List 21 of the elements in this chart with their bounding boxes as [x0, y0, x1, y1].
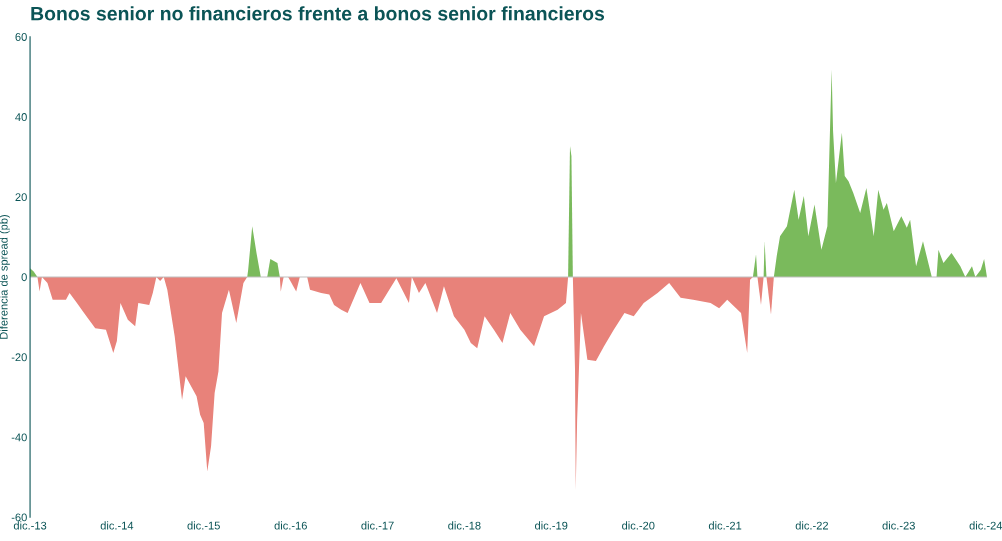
- x-tick-label: dic.-24: [969, 521, 1002, 530]
- y-tick-label: 0: [21, 273, 27, 282]
- x-tick-label: dic.-19: [535, 521, 568, 530]
- y-tick-label: 60: [15, 33, 27, 41]
- x-tick-label: dic.-20: [622, 521, 655, 530]
- x-tick-label: dic.-13: [13, 521, 47, 530]
- y-tick-label: -40: [11, 433, 27, 442]
- x-tick-label: dic.-18: [448, 521, 481, 530]
- y-tick-label: -20: [11, 353, 27, 362]
- y-tick-label: -60: [11, 513, 27, 522]
- x-tick-label: dic.-16: [274, 521, 307, 530]
- x-tick-label: dic.-15: [187, 521, 220, 530]
- x-tick-label: dic.-14: [100, 521, 134, 530]
- y-axis-title: Diferencia de spread (pb): [0, 214, 10, 339]
- x-tick-label: dic.-22: [795, 521, 829, 530]
- chart-title: Bonos senior no financieros frente a bonos senior financieros: [31, 6, 605, 21]
- x-tick-label: dic.-17: [361, 521, 394, 530]
- y-tick-label: 20: [15, 193, 27, 202]
- y-tick-label: 40: [15, 113, 27, 121]
- x-tick-label: dic.-23: [882, 521, 915, 530]
- x-tick-label: dic.-21: [708, 521, 742, 530]
